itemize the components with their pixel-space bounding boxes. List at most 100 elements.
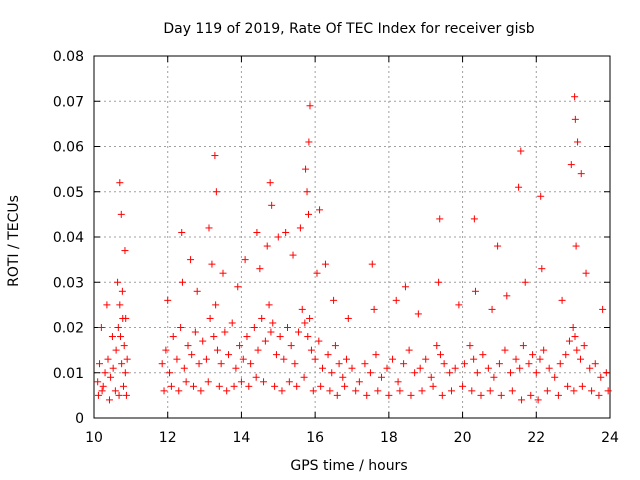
data-point	[215, 382, 223, 390]
data-point	[162, 346, 170, 354]
data-point	[177, 324, 185, 331]
data-point	[97, 324, 105, 331]
y-tick-label: 0.06	[53, 140, 84, 156]
data-point	[112, 346, 120, 354]
data-point	[160, 387, 168, 395]
data-point	[538, 265, 546, 273]
data-point	[184, 342, 192, 350]
y-axis-label: ROTI / TECUs	[6, 195, 22, 287]
data-point	[363, 391, 371, 399]
data-point	[571, 115, 579, 123]
x-tick-label: 10	[85, 430, 103, 446]
data-point	[94, 391, 102, 399]
data-point	[440, 360, 448, 368]
data-point	[370, 305, 378, 313]
data-point	[588, 387, 596, 395]
data-point	[291, 360, 299, 368]
data-point	[250, 324, 258, 331]
data-point	[422, 355, 430, 363]
data-point	[578, 382, 586, 390]
data-point	[232, 364, 240, 372]
data-point	[219, 269, 227, 277]
data-point	[479, 351, 487, 359]
data-point	[122, 391, 130, 399]
data-point	[111, 387, 119, 395]
data-point	[580, 342, 588, 350]
data-point	[392, 296, 400, 304]
data-point	[269, 319, 277, 327]
data-point	[525, 360, 533, 368]
data-point	[435, 278, 443, 286]
data-point	[460, 360, 468, 368]
plot-frame	[93, 55, 611, 419]
data-point	[180, 364, 188, 372]
data-point	[470, 355, 478, 363]
data-point	[300, 373, 308, 381]
data-point	[518, 396, 526, 404]
data-point	[455, 301, 463, 309]
data-point	[187, 256, 195, 264]
data-point	[287, 342, 295, 350]
y-tick-label: 0.05	[53, 185, 84, 201]
data-point	[333, 391, 341, 399]
data-point	[278, 387, 286, 395]
data-point	[602, 369, 610, 377]
data-point	[280, 355, 288, 363]
data-point	[571, 333, 579, 341]
x-tick-label: 18	[380, 430, 398, 446]
data-point	[562, 351, 570, 359]
y-tick-label: 0.08	[53, 49, 84, 65]
data-point	[536, 355, 544, 363]
data-point	[527, 391, 535, 399]
data-point	[234, 283, 242, 291]
grid-lines	[94, 56, 610, 418]
data-point	[599, 305, 607, 313]
data-point	[344, 314, 352, 322]
data-point	[597, 373, 605, 381]
data-point	[427, 373, 435, 381]
data-point	[101, 369, 109, 377]
data-point	[295, 328, 303, 336]
data-point	[208, 260, 216, 268]
data-point	[245, 382, 253, 390]
data-point	[529, 351, 537, 359]
axis-ticks: 10 12 14 16 18 20 22 24 0 0.01 0.02 0.03 0.04 0.05 0.0…	[53, 49, 619, 446]
data-point	[330, 296, 338, 304]
data-point	[164, 296, 172, 304]
data-point	[190, 382, 198, 390]
data-point	[202, 355, 210, 363]
data-point	[96, 360, 104, 368]
data-point	[223, 387, 231, 395]
data-point	[407, 391, 415, 399]
data-point	[205, 224, 213, 232]
data-point	[285, 378, 293, 386]
x-tick-label: 20	[454, 430, 472, 446]
data-point	[341, 382, 349, 390]
data-point	[284, 324, 291, 331]
data-point	[253, 228, 261, 236]
data-point	[495, 360, 503, 368]
data-point	[551, 373, 559, 381]
data-point	[304, 333, 312, 341]
data-point	[109, 364, 117, 372]
data-point	[117, 333, 125, 341]
data-point	[271, 382, 279, 390]
data-point	[266, 179, 274, 187]
data-point	[577, 355, 585, 363]
data-point	[418, 387, 426, 395]
x-tick-label: 16	[306, 430, 324, 446]
data-point	[521, 278, 529, 286]
data-point	[258, 314, 266, 322]
data-point	[104, 355, 112, 363]
data-point	[108, 333, 116, 341]
data-point	[326, 387, 334, 395]
data-point	[118, 360, 126, 368]
data-point	[501, 346, 509, 354]
data-point	[372, 351, 380, 359]
data-point	[567, 161, 575, 169]
data-point	[352, 387, 360, 395]
data-point	[261, 337, 269, 345]
data-point	[302, 165, 310, 173]
data-point	[414, 310, 422, 318]
